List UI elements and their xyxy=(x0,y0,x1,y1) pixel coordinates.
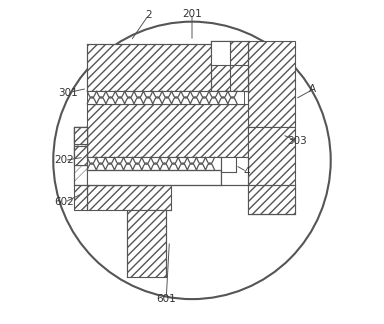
Text: A: A xyxy=(310,85,316,94)
Text: 201: 201 xyxy=(182,9,202,18)
Polygon shape xyxy=(74,126,87,185)
Bar xyxy=(74,126,87,144)
Bar xyxy=(74,185,87,210)
Text: 202: 202 xyxy=(55,156,74,165)
Bar xyxy=(87,44,237,91)
Bar xyxy=(87,185,171,210)
Bar xyxy=(248,185,295,214)
Bar xyxy=(127,210,166,276)
Bar xyxy=(248,126,295,214)
Text: 602: 602 xyxy=(55,197,74,207)
Text: 303: 303 xyxy=(287,136,307,146)
Bar xyxy=(87,104,248,157)
Circle shape xyxy=(53,22,331,299)
Text: 601: 601 xyxy=(156,294,176,304)
Bar xyxy=(248,41,295,126)
Bar xyxy=(211,41,248,91)
Bar xyxy=(87,91,243,104)
Bar xyxy=(87,157,221,170)
Bar xyxy=(248,185,295,214)
Bar xyxy=(74,146,87,165)
Bar xyxy=(74,146,87,165)
Text: 301: 301 xyxy=(58,87,78,98)
Bar xyxy=(230,65,248,91)
Text: 2: 2 xyxy=(145,10,152,20)
Bar xyxy=(74,126,87,144)
Bar xyxy=(211,41,230,65)
Bar xyxy=(74,126,87,165)
Bar xyxy=(221,157,248,185)
Bar xyxy=(211,41,230,52)
Bar xyxy=(87,170,221,185)
Text: 4: 4 xyxy=(243,167,250,177)
